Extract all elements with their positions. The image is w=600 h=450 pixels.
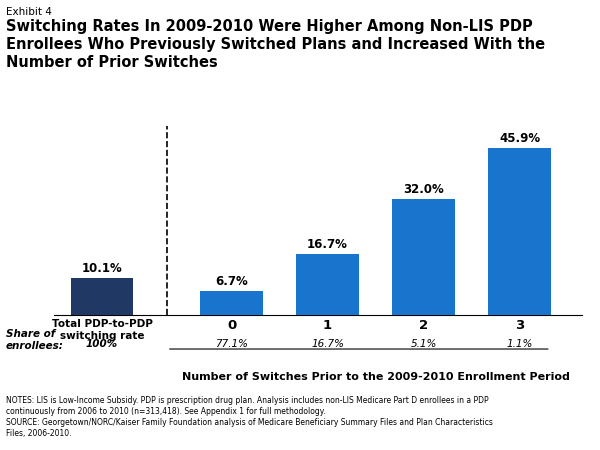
Text: Share of
enrollees:: Share of enrollees:: [6, 329, 64, 351]
Text: 6.7%: 6.7%: [215, 275, 248, 288]
Text: 1.1%: 1.1%: [506, 339, 533, 349]
Bar: [488, 148, 551, 315]
Text: FOUNDATION: FOUNDATION: [523, 439, 563, 445]
Text: KAISER: KAISER: [518, 419, 568, 432]
Text: 16.7%: 16.7%: [311, 339, 344, 349]
Bar: [200, 291, 263, 315]
Text: Switching Rates In 2009-2010 Were Higher Among Non-LIS PDP
Enrollees Who Previou: Switching Rates In 2009-2010 Were Higher…: [6, 19, 545, 70]
Text: NOTES: LIS is Low-Income Subsidy. PDP is prescription drug plan. Analysis includ: NOTES: LIS is Low-Income Subsidy. PDP is…: [6, 396, 493, 438]
Text: Exhibit 4: Exhibit 4: [6, 7, 52, 17]
Text: 5.1%: 5.1%: [410, 339, 437, 349]
Text: FAMILY: FAMILY: [524, 429, 562, 439]
Text: 45.9%: 45.9%: [499, 132, 540, 145]
Text: 32.0%: 32.0%: [403, 183, 444, 196]
Text: THE HENRY J.: THE HENRY J.: [523, 414, 563, 419]
Text: 100%: 100%: [86, 339, 118, 349]
Text: 10.1%: 10.1%: [82, 262, 122, 275]
Bar: [392, 199, 455, 315]
Text: 77.1%: 77.1%: [215, 339, 248, 349]
Bar: [296, 254, 359, 315]
Bar: [71, 278, 133, 315]
Text: 16.7%: 16.7%: [307, 238, 348, 252]
Text: Number of Switches Prior to the 2009-2010 Enrollment Period: Number of Switches Prior to the 2009-201…: [182, 372, 569, 382]
